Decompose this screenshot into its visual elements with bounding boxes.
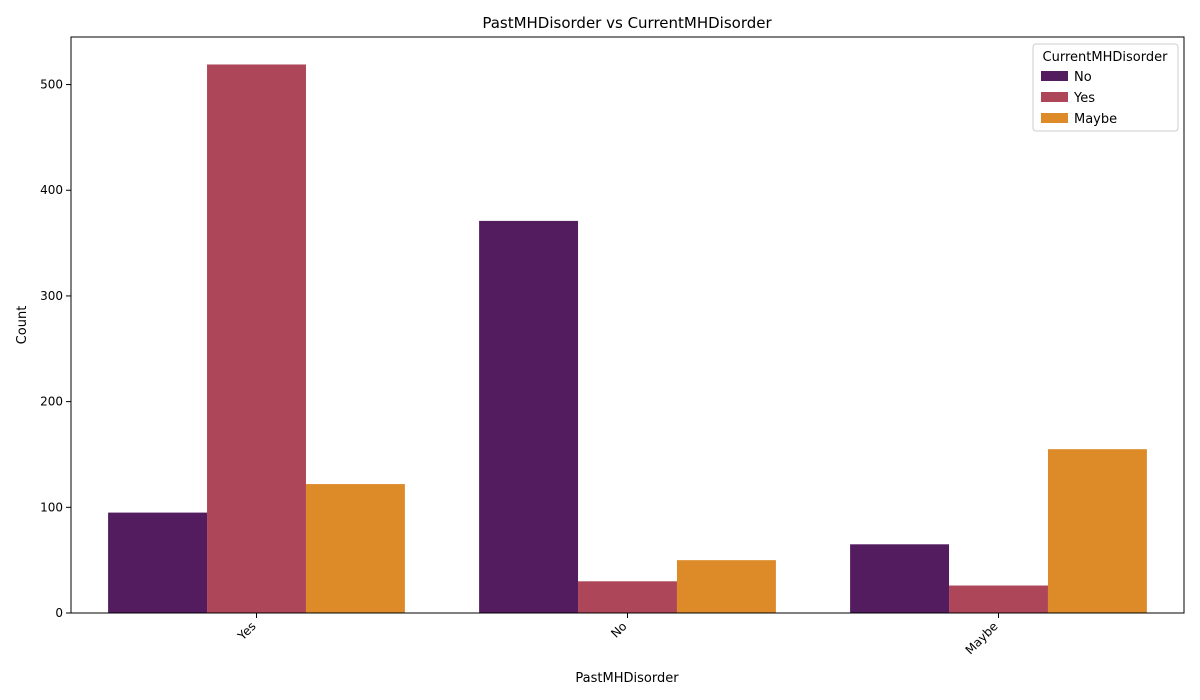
legend-label: Yes — [1073, 91, 1095, 106]
legend-items: No Yes Maybe — [1041, 70, 1117, 127]
x-axis-ticks: Yes No Maybe — [234, 613, 1001, 657]
bar-yes-maybe — [949, 585, 1048, 613]
y-tick-label: 0 — [55, 606, 63, 620]
y-tick-label: 300 — [40, 289, 63, 303]
legend-swatch — [1041, 113, 1068, 123]
bar-maybe-yes — [305, 484, 405, 613]
bar-no-no — [479, 220, 579, 613]
legend-swatch — [1041, 71, 1068, 81]
bar-maybe-maybe — [1047, 449, 1147, 613]
chart-title: PastMHDisorder vs CurrentMHDisorder — [482, 14, 772, 32]
legend-box — [1032, 43, 1179, 132]
bar-yes-yes — [207, 64, 306, 614]
y-tick-label: 400 — [40, 183, 63, 197]
legend-title: CurrentMHDisorder — [1043, 50, 1169, 65]
x-tick-label: Maybe — [963, 619, 1001, 657]
bar-yes-no — [578, 581, 677, 613]
plot-frame — [70, 36, 1185, 614]
y-tick-label: 500 — [40, 78, 63, 92]
bars-group — [108, 64, 1147, 614]
bar-no-yes — [108, 512, 208, 613]
x-axis-label: PastMHDisorder — [575, 671, 679, 686]
y-axis-ticks: 0 100 200 300 400 500 — [40, 78, 71, 620]
y-axis-label: Count — [15, 306, 30, 345]
legend-swatch — [1041, 92, 1068, 102]
legend: CurrentMHDisorder No Yes Maybe — [1032, 43, 1179, 132]
legend-label: Maybe — [1074, 112, 1117, 127]
bar-maybe-no — [676, 560, 776, 613]
x-tick-label: No — [608, 619, 629, 640]
x-tick-label: Yes — [234, 619, 258, 643]
y-tick-label: 200 — [40, 395, 63, 409]
bar-no-maybe — [850, 544, 950, 613]
legend-label: No — [1074, 70, 1092, 85]
y-tick-label: 100 — [40, 500, 63, 514]
